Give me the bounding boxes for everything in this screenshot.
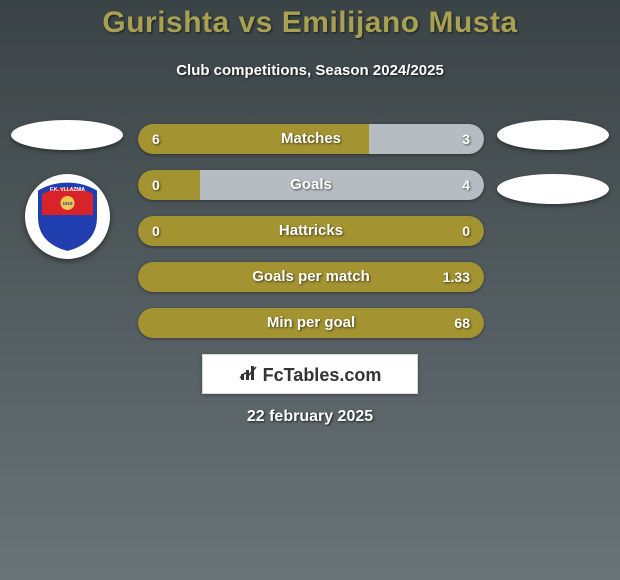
left-player-club-badge: F.K. VLLAZNIA 1919	[25, 174, 110, 259]
stat-label: Matches	[138, 124, 484, 154]
watermark: FcTables.com	[202, 354, 418, 394]
stat-label: Hattricks	[138, 216, 484, 246]
right-player-club-placeholder	[497, 174, 609, 204]
left-player-column: F.K. VLLAZNIA 1919	[8, 120, 126, 259]
right-player-avatar-placeholder	[497, 120, 609, 150]
page-title: Gurishta vs Emilijano Musta	[0, 6, 620, 40]
date-text: 22 february 2025	[0, 408, 620, 426]
stat-row-matches: 63Matches	[138, 124, 484, 154]
shield-icon: F.K. VLLAZNIA 1919	[35, 182, 100, 252]
left-player-avatar-placeholder	[11, 120, 123, 150]
right-player-column	[494, 120, 612, 228]
svg-text:1919: 1919	[62, 201, 73, 206]
bar-chart-icon	[239, 356, 259, 396]
stat-label: Goals	[138, 170, 484, 200]
page-subtitle: Club competitions, Season 2024/2025	[0, 62, 620, 79]
comparison-infographic: Gurishta vs Emilijano Musta Club competi…	[0, 0, 620, 580]
watermark-text: FcTables.com	[263, 365, 382, 385]
stat-row-min-per-goal: 68Min per goal	[138, 308, 484, 338]
stat-label: Goals per match	[138, 262, 484, 292]
stat-bars: 63Matches 04Goals 00Hattricks 1.33Goals per…	[138, 124, 484, 354]
svg-text:F.K. VLLAZNIA: F.K. VLLAZNIA	[50, 187, 85, 193]
stat-label: Min per goal	[138, 308, 484, 338]
stat-row-hattricks: 00Hattricks	[138, 216, 484, 246]
stat-row-goals-per-match: 1.33Goals per match	[138, 262, 484, 292]
stat-row-goals: 04Goals	[138, 170, 484, 200]
